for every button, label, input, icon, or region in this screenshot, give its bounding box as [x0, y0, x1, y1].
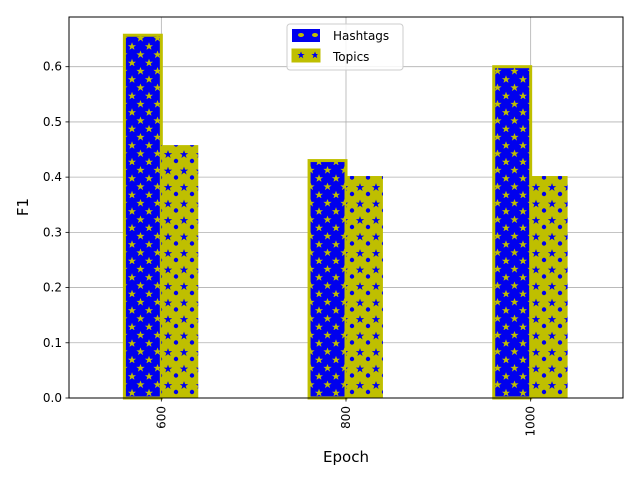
legend: Hashtags Topics [286, 23, 404, 71]
legend-swatch-hashtags [292, 29, 320, 42]
legend-label-hashtags: Hashtags [333, 29, 389, 43]
y-axis-label: F1 [14, 198, 32, 216]
bar-topics-800 [346, 176, 383, 398]
x-tick-label: 1000 [524, 406, 538, 437]
y-tick-label: 0.4 [43, 170, 62, 184]
y-tick-label: 0.1 [43, 336, 62, 350]
y-tick-label: 0.0 [43, 391, 62, 405]
y-tick-label: 0.6 [43, 60, 62, 74]
y-tick-label: 0.5 [43, 115, 62, 129]
x-axis-label: Epoch [323, 448, 369, 466]
bar-topics-1000 [530, 176, 568, 398]
legend-swatch-topics [291, 48, 321, 63]
x-tick-label: 800 [339, 406, 353, 429]
bar-hashtags-600 [122, 33, 163, 400]
y-tick-label: 0.3 [43, 225, 62, 239]
legend-label-topics: Topics [332, 50, 369, 64]
bar-topics-600 [161, 145, 199, 398]
x-tick-label: 600 [154, 406, 168, 429]
bar-hashtags-800 [307, 159, 348, 400]
bar-hashtags-1000 [492, 65, 533, 400]
y-tick-label: 0.2 [43, 281, 62, 295]
